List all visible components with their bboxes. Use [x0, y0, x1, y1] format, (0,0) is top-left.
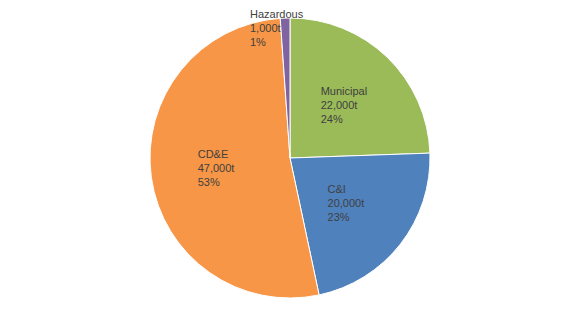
svg-text:Hazardous: Hazardous	[250, 8, 304, 20]
svg-text:Municipal: Municipal	[321, 85, 367, 97]
svg-text:1,000t: 1,000t	[250, 22, 281, 34]
svg-text:22,000t: 22,000t	[321, 99, 358, 111]
svg-text:CD&E: CD&E	[198, 148, 229, 160]
svg-text:1%: 1%	[250, 36, 266, 48]
svg-text:53%: 53%	[198, 176, 220, 188]
svg-text:20,000t: 20,000t	[328, 197, 365, 209]
svg-text:23%: 23%	[328, 211, 350, 223]
svg-text:47,000t: 47,000t	[198, 162, 235, 174]
svg-text:24%: 24%	[321, 113, 343, 125]
svg-text:C&I: C&I	[328, 183, 346, 195]
